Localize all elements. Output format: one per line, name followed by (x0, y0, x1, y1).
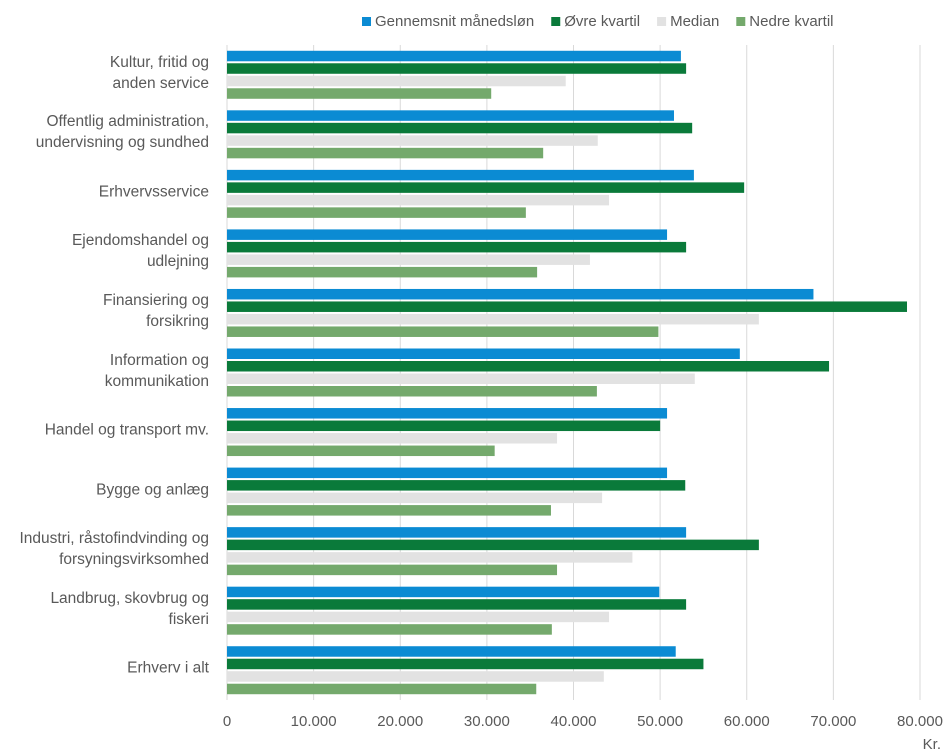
bar (227, 658, 704, 670)
x-tick-label: 10.000 (291, 713, 337, 730)
bar (227, 182, 745, 193)
bar (227, 63, 687, 74)
legend-label: Median (670, 13, 719, 30)
bar (227, 480, 686, 491)
bar (227, 564, 558, 576)
bar (227, 301, 908, 312)
bar (227, 624, 552, 635)
bar (227, 326, 659, 337)
x-tick-label: 80.000 (897, 713, 943, 730)
y-tick-label: Ejendomshandel og udlejning (71, 232, 209, 271)
legend-label: Nedre kvartil (749, 13, 833, 30)
y-tick-label: Kultur, fritid og anden service (109, 53, 209, 92)
bar (227, 147, 544, 159)
bar (227, 492, 603, 504)
x-axis-label: Kr. (923, 736, 941, 753)
legend-marker (362, 17, 371, 26)
bar (227, 420, 661, 432)
bar (227, 110, 674, 121)
legend-marker (657, 17, 667, 26)
bar (227, 288, 814, 300)
legend-marker (551, 17, 561, 26)
x-tick-label: 0 (223, 713, 231, 730)
legend-marker (736, 17, 746, 26)
bar (227, 599, 687, 610)
bar (227, 445, 495, 457)
bar (227, 386, 597, 397)
x-tick-label: 40.000 (551, 713, 597, 730)
legend-label: Gennemsnit månedsløn (375, 13, 534, 30)
y-tick-label: Erhvervsservice (98, 183, 209, 201)
y-tick-label: Handel og transport mv. (44, 421, 209, 439)
bar (227, 467, 668, 479)
bar (227, 241, 687, 253)
bar (227, 373, 695, 384)
x-tick-label: 60.000 (724, 713, 770, 730)
bar (227, 646, 676, 657)
bar (227, 229, 668, 240)
bar (227, 254, 590, 265)
y-tick-label: Bygge og anlæg (96, 481, 209, 499)
legend-label: Øvre kvartil (564, 13, 640, 30)
bar (227, 313, 759, 325)
y-tick-label: Industri, råstofindvinding og forsynings… (19, 530, 209, 569)
bar (227, 348, 740, 359)
x-tick-label: 20.000 (377, 713, 423, 730)
y-tick-label: Erhverv i alt (127, 659, 209, 677)
bar (227, 408, 668, 419)
y-tick-label: Information og kommunikation (104, 351, 209, 390)
bar (227, 683, 537, 695)
bar (227, 75, 566, 87)
y-tick-label: Landbrug, skovbrug og fiskeri (50, 589, 209, 628)
bar (227, 169, 694, 181)
bar (227, 433, 558, 444)
bar (227, 586, 660, 598)
y-tick-label: Offentlig administration, undervisning o… (35, 113, 209, 152)
bar (227, 88, 492, 99)
bar (227, 505, 551, 516)
x-tick-label: 50.000 (637, 713, 683, 730)
y-tick-label: Finansiering og forsikring (103, 291, 209, 330)
bar (227, 611, 610, 623)
bar (227, 50, 681, 62)
x-tick-label: 70.000 (810, 713, 856, 730)
bar (227, 122, 693, 134)
bar (227, 671, 604, 682)
bar (227, 266, 538, 278)
bar (227, 207, 526, 218)
bar (227, 135, 598, 146)
bar (227, 194, 610, 206)
x-tick-label: 30.000 (464, 713, 510, 730)
bar (227, 527, 687, 538)
bar (227, 552, 633, 563)
bar (227, 361, 830, 372)
bar (227, 539, 759, 551)
